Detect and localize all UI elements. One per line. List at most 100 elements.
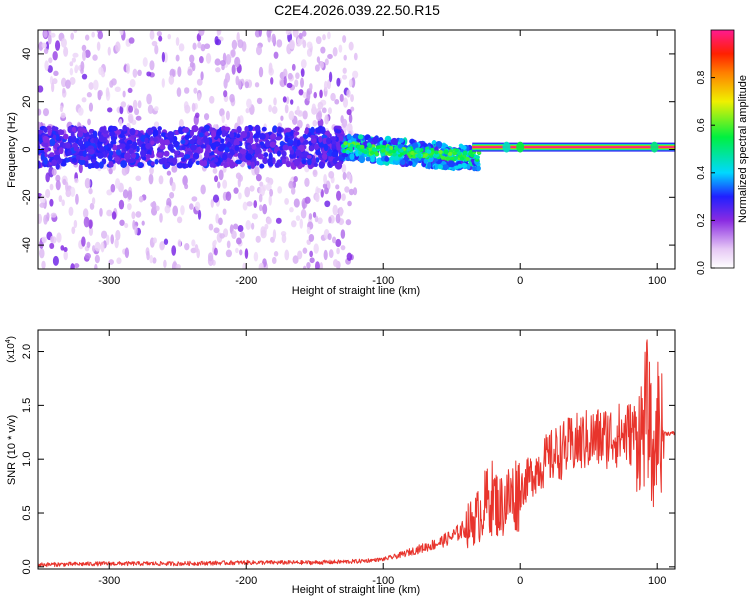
heatmap-cell bbox=[306, 262, 311, 269]
heatmap-cell bbox=[246, 161, 252, 166]
heatmap-cell bbox=[70, 32, 75, 41]
heatmap-cell bbox=[269, 188, 274, 197]
heatmap-cell bbox=[213, 247, 218, 256]
heatmap-cell bbox=[328, 170, 335, 179]
heatmap-cell bbox=[434, 163, 440, 170]
heatmap-cell bbox=[93, 130, 98, 139]
heatmap-cell bbox=[146, 250, 150, 261]
heatmap-cell bbox=[135, 211, 142, 218]
heatmap-cell bbox=[452, 151, 458, 156]
heatmap-cell bbox=[225, 191, 232, 202]
heatmap-cell bbox=[164, 205, 171, 214]
heatmap-cell bbox=[192, 152, 200, 160]
heatmap-cell bbox=[213, 239, 217, 246]
heatmap-cell bbox=[414, 157, 419, 164]
heatmap-cell bbox=[244, 125, 249, 133]
heatmap-cell bbox=[340, 245, 346, 251]
heatmap-cell bbox=[281, 150, 287, 157]
heatmap-cell bbox=[315, 149, 321, 156]
heatmap-cell bbox=[94, 241, 101, 252]
heatmap-cell bbox=[319, 126, 326, 135]
heatmap-cell bbox=[319, 89, 323, 99]
heatmap-cell bbox=[52, 78, 58, 85]
heatmap-cell bbox=[118, 118, 123, 127]
heatmap-cell bbox=[89, 149, 94, 155]
heatmap-cell bbox=[195, 112, 200, 119]
heatmap-cell bbox=[219, 142, 227, 149]
heatmap-cell bbox=[176, 162, 184, 169]
heatmap-cell bbox=[202, 159, 208, 167]
heatmap-cell bbox=[295, 215, 301, 222]
heatmap-cell bbox=[38, 108, 42, 116]
heatmap-cell bbox=[359, 144, 365, 149]
heatmap-cell bbox=[41, 260, 46, 269]
heatmap-cell bbox=[322, 183, 328, 189]
heatmap-cell bbox=[81, 44, 87, 52]
heatmap-cell bbox=[173, 150, 180, 155]
heatmap-cell bbox=[182, 175, 188, 186]
heatmap-cell bbox=[291, 63, 296, 71]
heatmap-cell bbox=[330, 92, 336, 102]
heatmap-cell bbox=[200, 128, 207, 134]
heatmap-cell bbox=[276, 39, 283, 48]
heatmap-cell bbox=[302, 134, 309, 139]
heatmap-cell bbox=[348, 41, 354, 51]
heatmap-cell bbox=[335, 184, 340, 190]
heatmap-cell bbox=[329, 136, 337, 141]
heatmap-cell bbox=[118, 199, 125, 210]
heatmap-cell bbox=[273, 51, 279, 59]
heatmap-cell bbox=[247, 144, 252, 149]
heatmap-cell bbox=[363, 150, 368, 155]
heatmap-cell bbox=[149, 254, 154, 264]
heatmap-cell bbox=[87, 163, 93, 170]
heatmap-cell bbox=[219, 233, 225, 239]
heatmap-cell bbox=[321, 153, 328, 160]
heatmap-cell bbox=[299, 218, 304, 229]
heatmap-cell bbox=[213, 157, 219, 163]
heatmap-cell bbox=[357, 150, 363, 155]
heatmap-cell bbox=[109, 131, 116, 137]
heatmap-cell bbox=[60, 38, 67, 48]
heatmap-cell bbox=[445, 156, 451, 161]
heatmap-cell bbox=[158, 175, 164, 185]
heatmap-cell bbox=[246, 201, 253, 207]
heatmap-cell bbox=[127, 87, 133, 93]
heatmap-cell bbox=[313, 243, 319, 254]
heatmap-cell bbox=[239, 249, 243, 256]
heatmap-cell bbox=[114, 238, 119, 249]
heatmap-cell bbox=[459, 156, 465, 161]
heatmap-cell bbox=[212, 167, 218, 174]
heatmap-cell bbox=[125, 63, 131, 74]
heatmap-cell bbox=[82, 208, 89, 219]
heatmap-cell bbox=[151, 40, 158, 47]
heatmap-cell bbox=[344, 186, 350, 193]
heatmap-cell bbox=[80, 68, 84, 74]
heatmap-cell bbox=[63, 246, 68, 252]
heatmap-cell bbox=[47, 129, 52, 136]
heatmap-cell bbox=[41, 42, 47, 49]
heatmap-cell bbox=[134, 108, 140, 116]
heatmap-cell bbox=[392, 152, 397, 157]
heatmap-cell bbox=[390, 137, 398, 146]
heatmap-cell bbox=[192, 42, 197, 50]
heatmap-cell bbox=[453, 155, 459, 160]
heatmap-cell bbox=[129, 79, 136, 88]
snr-y-tick-label: 0.0 bbox=[21, 559, 33, 574]
heatmap-cell bbox=[106, 189, 113, 196]
heatmap-cell bbox=[265, 139, 271, 148]
heatmap-cell bbox=[239, 231, 245, 239]
heatmap-cell bbox=[423, 158, 429, 164]
heatmap-cell bbox=[244, 81, 250, 89]
heatmap-cell bbox=[130, 152, 137, 159]
heatmap-cell bbox=[60, 112, 66, 119]
heatmap-cell bbox=[210, 151, 215, 156]
snr-x-tick-label: 100 bbox=[648, 575, 666, 587]
heatmap-cell bbox=[60, 77, 67, 88]
heatmap-cell bbox=[49, 198, 54, 207]
heatmap-cell bbox=[83, 216, 90, 228]
heatmap-cell bbox=[297, 157, 302, 162]
heatmap-cell bbox=[114, 156, 121, 162]
heatmap-cell bbox=[156, 30, 162, 37]
heatmap-cell bbox=[189, 129, 195, 137]
heatmap-cell bbox=[167, 143, 174, 152]
